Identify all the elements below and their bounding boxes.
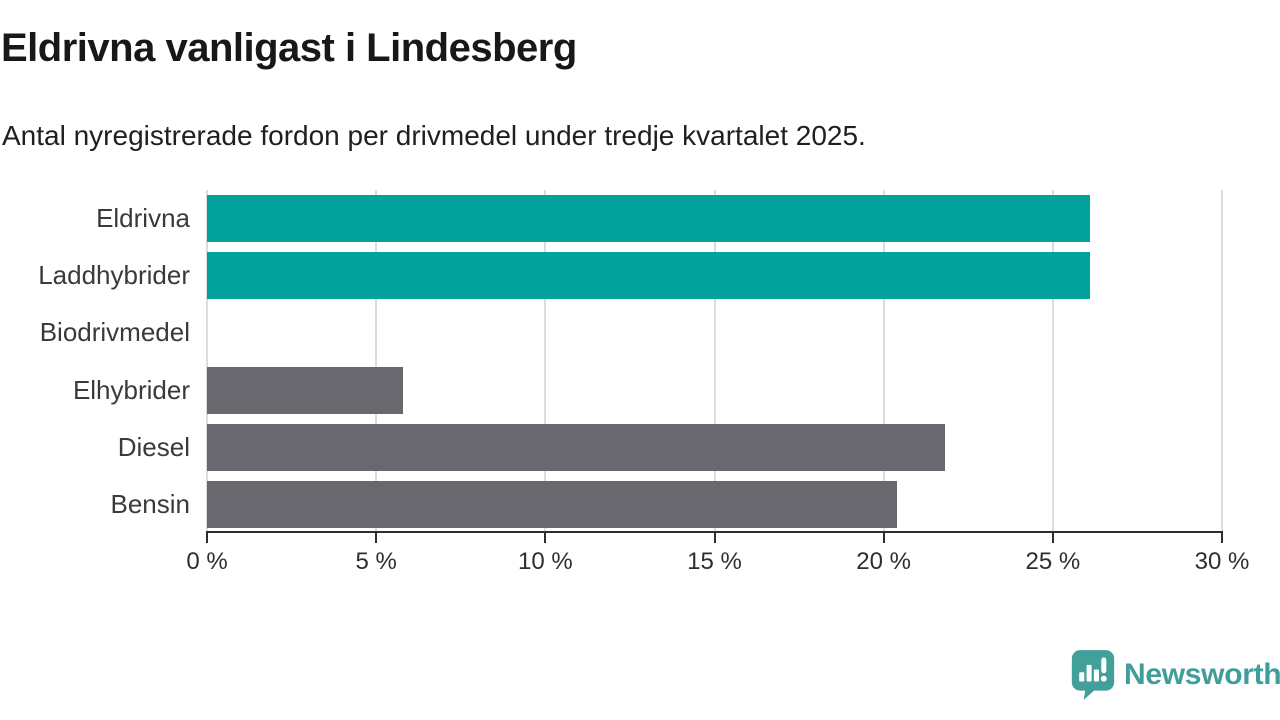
x-axis-tick-5 (375, 531, 378, 543)
category-label-bensin: Bensin (110, 488, 191, 519)
category-label-eldrivna: Eldrivna (96, 203, 190, 233)
bar-row-bensin (207, 476, 1222, 533)
x-axis-tick-label-5: 5 % (355, 548, 397, 575)
category-label-laddhybrider: Laddhybrider (38, 260, 190, 291)
gridline-30 (1221, 190, 1223, 533)
bar-row-diesel (207, 419, 1222, 476)
bar-elhybrider (207, 366, 404, 414)
category-label-biodrivmedel: Biodrivmedel (39, 317, 190, 348)
gridline-0 (206, 190, 208, 533)
bar-row-biodrivmedel (207, 304, 1222, 361)
newsworthy-wordmark: Newsworthy (1124, 658, 1280, 691)
x-axis-tick-label-0: 0 % (186, 548, 228, 575)
page-subtitle: Antal nyregistrerade fordon per drivmede… (2, 120, 866, 151)
bar-bensin (207, 480, 898, 528)
x-axis-tick-label-20: 20 % (856, 548, 912, 575)
x-axis-tick-label-15: 15 % (687, 548, 742, 575)
x-axis-tick-20 (882, 531, 885, 543)
bar-row-laddhybrider (207, 247, 1222, 304)
bar-diesel (207, 423, 945, 471)
gridline-15 (713, 190, 716, 533)
bar-row-elhybrider (207, 362, 1222, 419)
category-label-diesel: Diesel (117, 431, 190, 462)
category-label-elhybrider: Elhybrider (72, 374, 190, 405)
bar-eldrivna (207, 195, 1091, 242)
x-axis-tick-25 (1051, 531, 1054, 543)
x-axis-tick-10 (544, 531, 547, 543)
bar-laddhybrider (207, 252, 1091, 300)
x-axis-tick-30 (1221, 531, 1223, 543)
category-axis-labels: Eldrivna Laddhybrider Biodrivmedel Elhybrid… (0, 190, 190, 533)
gridline-20 (882, 190, 885, 533)
x-axis-tick-label-25: 25 % (1025, 548, 1081, 575)
gridline-10 (544, 190, 547, 533)
plot-area (206, 190, 1223, 533)
x-axis-tick-label-10: 10 % (517, 548, 573, 575)
x-axis-tick-15 (713, 531, 716, 543)
x-axis-tick-label-30: 30 % (1194, 548, 1250, 575)
gridline-5 (375, 190, 378, 533)
newsworthy-logo: Newsworthy (1070, 649, 1280, 701)
page-title: Eldrivna vanligast i Lindesberg (1, 26, 577, 70)
bar-row-eldrivna (207, 190, 1222, 247)
gridline-25 (1051, 190, 1054, 533)
x-axis-tick-0 (206, 531, 208, 543)
newsworthy-speech-bubble-bar-chart-icon (1071, 650, 1115, 700)
